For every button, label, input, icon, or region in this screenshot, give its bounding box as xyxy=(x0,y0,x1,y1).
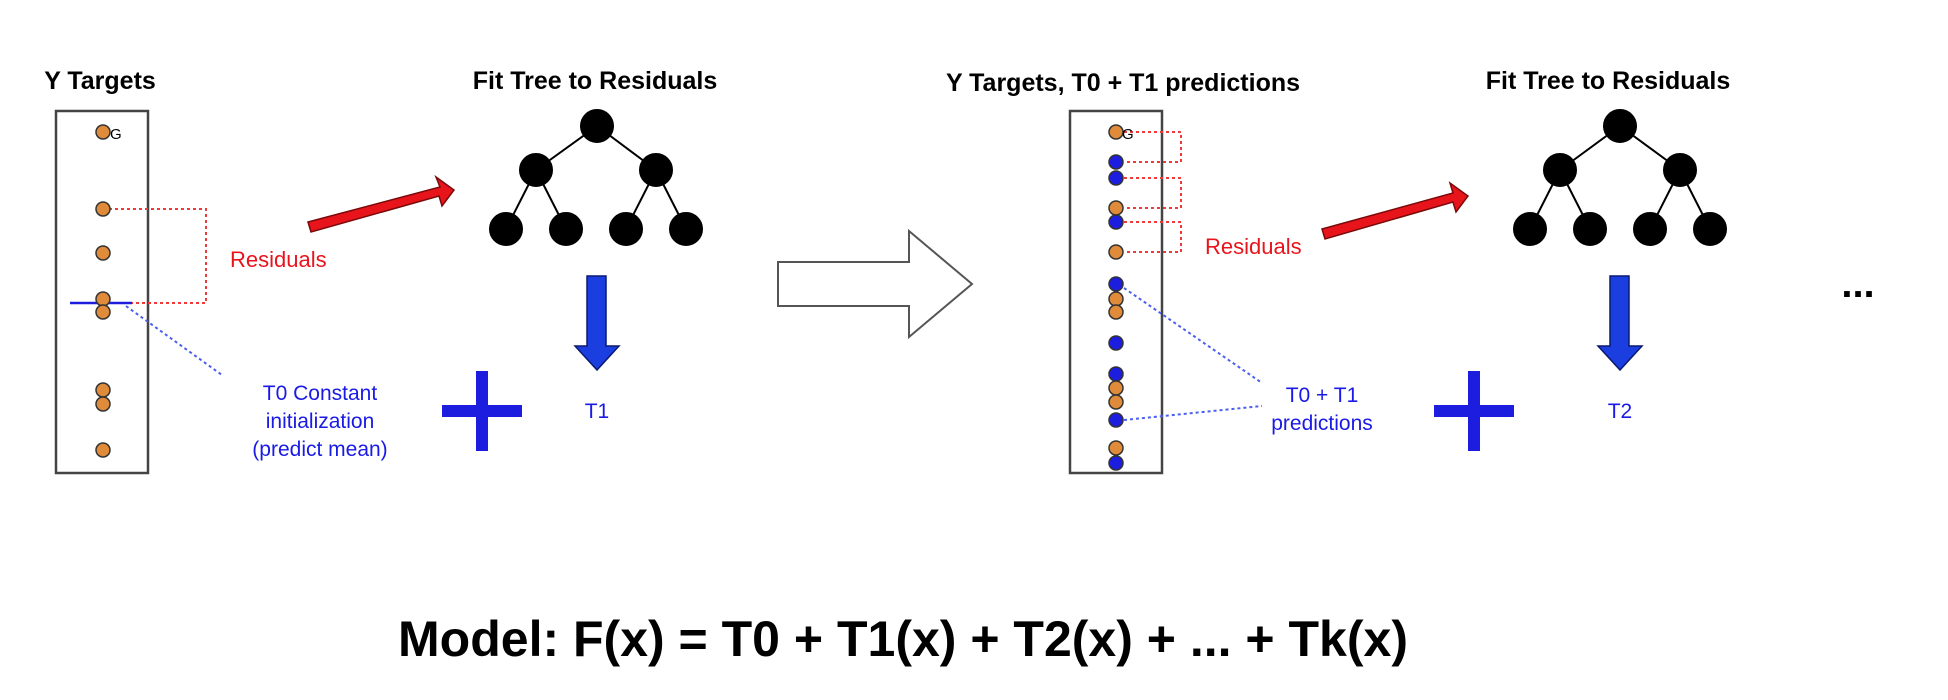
target-point xyxy=(1108,291,1124,307)
residual-brackets xyxy=(1124,131,1182,253)
prediction-point xyxy=(1108,366,1124,382)
t1-label: T1 xyxy=(585,400,610,423)
target-point xyxy=(1108,304,1124,320)
down-arrow-icon xyxy=(1596,275,1644,372)
target-point xyxy=(95,304,111,320)
ellipsis: ... xyxy=(1841,262,1874,306)
target-point xyxy=(95,201,111,217)
targets-predictions-box xyxy=(1068,109,1164,475)
y-targets-panel: Y Targets G Residuals T0 Constant initia… xyxy=(44,67,388,475)
residuals-label-1: Residuals xyxy=(230,247,327,272)
target-point xyxy=(1108,394,1124,410)
tree-1: Fit Tree to Residuals T1 xyxy=(473,67,718,423)
prediction-point xyxy=(1108,335,1124,351)
tree-2: Fit Tree to Residuals T2 xyxy=(1486,67,1731,423)
model-formula: Model: F(x) = T0 + T1(x) + T2(x) + ... +… xyxy=(398,611,1408,667)
init-label-line-2: initialization xyxy=(266,410,375,433)
target-point xyxy=(95,442,111,458)
t2-label: T2 xyxy=(1608,400,1633,423)
pred-label-line-2: predictions xyxy=(1271,412,1373,435)
target-point xyxy=(1108,440,1124,456)
prediction-point xyxy=(1108,214,1124,230)
tree-icon xyxy=(1513,109,1727,246)
init-label-line-3: (predict mean) xyxy=(252,438,387,461)
prediction-pointer-line-2 xyxy=(1123,405,1263,421)
target-point xyxy=(95,396,111,412)
tree-icon xyxy=(489,109,703,246)
prediction-point xyxy=(1108,276,1124,292)
plus-icon xyxy=(442,371,522,451)
target-point xyxy=(95,245,111,261)
prediction-point xyxy=(1108,170,1124,186)
target-point xyxy=(95,291,111,307)
prediction-point xyxy=(1108,154,1124,170)
plus-icon xyxy=(1434,371,1514,451)
targets-predictions-title: Y Targets, T0 + T1 predictions xyxy=(946,69,1300,97)
prediction-pointer-line-1 xyxy=(1123,287,1263,384)
point-g-label-2: G xyxy=(1122,126,1134,143)
targets-box xyxy=(54,109,150,475)
target-and-prediction-points xyxy=(1108,124,1124,471)
target-point xyxy=(1108,380,1124,396)
residual-bracket xyxy=(103,208,207,304)
red-arrow-icon xyxy=(1321,181,1470,240)
red-arrow-icon xyxy=(307,174,456,233)
tree2-title: Fit Tree to Residuals xyxy=(1486,67,1731,95)
target-point xyxy=(1108,244,1124,260)
target-points xyxy=(95,124,111,458)
y-targets-title: Y Targets xyxy=(44,67,156,95)
tree1-title: Fit Tree to Residuals xyxy=(473,67,718,95)
target-point xyxy=(1108,200,1124,216)
target-point xyxy=(1108,124,1124,140)
mean-pointer-line xyxy=(125,305,223,376)
prediction-point xyxy=(1108,412,1124,428)
prediction-point xyxy=(1108,455,1124,471)
point-g-label: G xyxy=(110,126,122,143)
big-right-arrow-icon xyxy=(777,228,974,340)
residuals-label-2: Residuals xyxy=(1205,234,1302,259)
target-point xyxy=(95,382,111,398)
targets-predictions-panel: Y Targets, T0 + T1 predictions xyxy=(946,69,1373,475)
pred-label-line-1: T0 + T1 xyxy=(1286,384,1359,407)
down-arrow-icon xyxy=(573,275,621,372)
init-label-line-1: T0 Constant xyxy=(263,382,378,405)
target-point xyxy=(95,124,111,140)
